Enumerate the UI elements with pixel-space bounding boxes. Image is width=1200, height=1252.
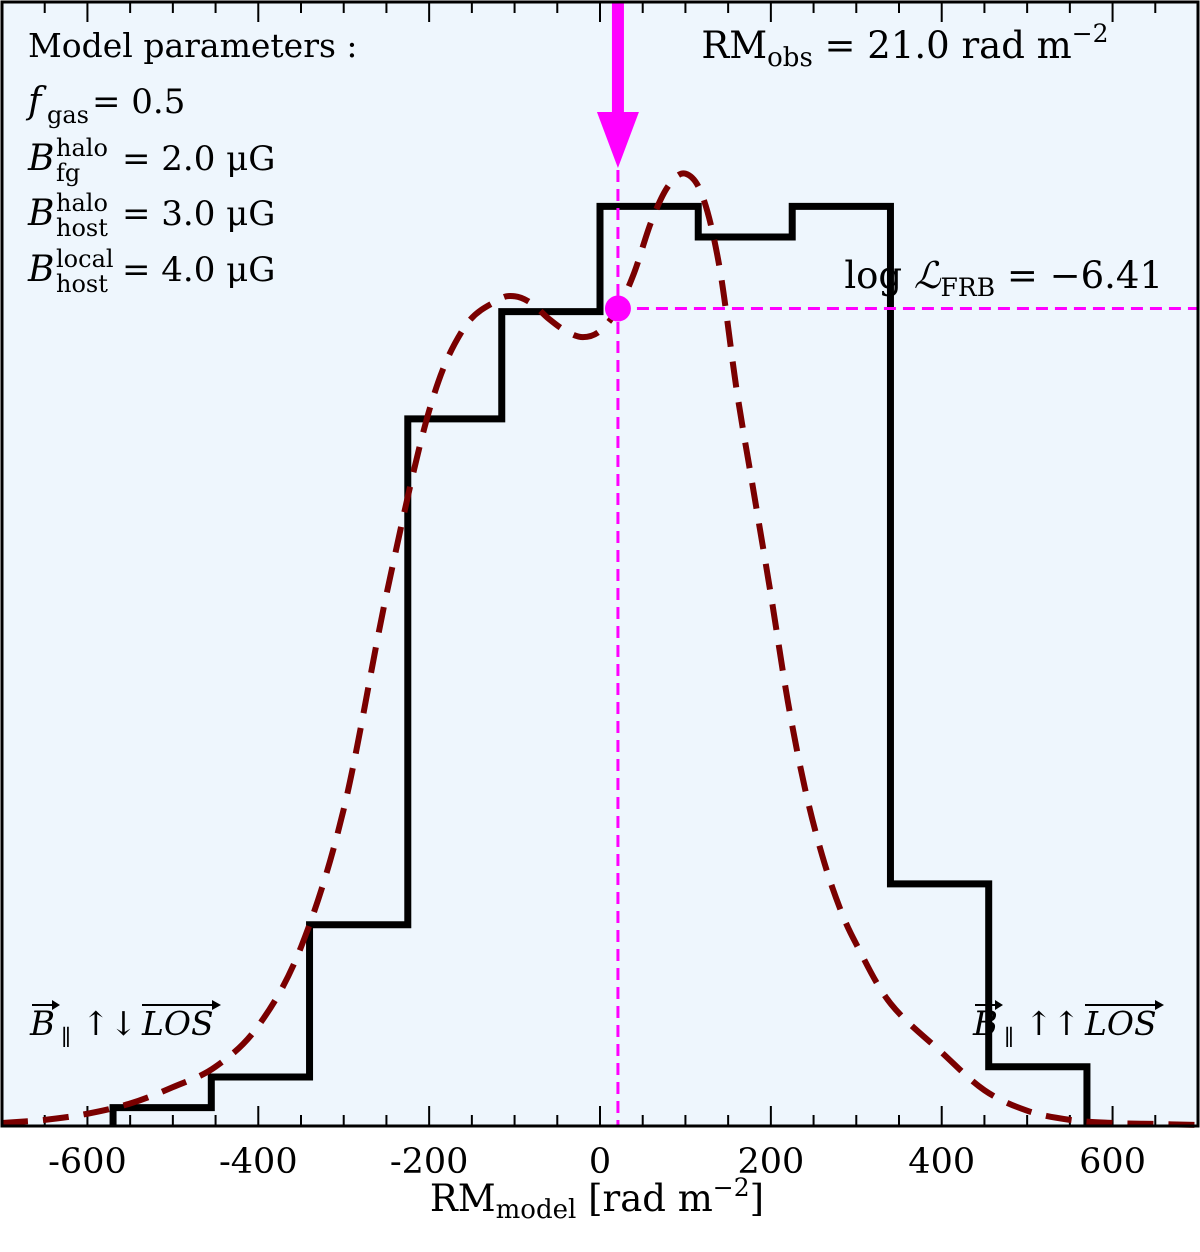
kde-layer — [1, 170, 1199, 1128]
observed-arrow-head — [596, 112, 639, 168]
parameter-subscript: fg — [56, 159, 80, 187]
observed-point — [604, 295, 631, 322]
los-symbol: LOS — [141, 1004, 214, 1043]
plot-background — [2, 2, 1198, 1126]
rm-obs-exp: −2 — [1072, 19, 1109, 48]
annotation-aligned: B ∥ ↑↑ LOS — [972, 1000, 1164, 1051]
parameter-value: = 4.0 μG — [122, 250, 275, 290]
text-layer: RMobs = 21.0 rad m−2 log ℒFRB = −6.41 Mode… — [25, 19, 1164, 1051]
parameter-subscript: host — [56, 214, 108, 242]
parameter-value: = 0.5 — [92, 82, 185, 122]
histogram-bar — [310, 925, 408, 1126]
x-axis-label: RMmodel [rad m−2] — [430, 1173, 764, 1225]
x-axis-label-close: ] — [750, 1177, 764, 1220]
histogram-bar — [408, 419, 502, 1126]
plot-frame — [0, 0, 1200, 1128]
x-axis-label-units: [rad m — [576, 1177, 712, 1220]
los-vector-arrowhead — [1155, 1000, 1164, 1010]
parallel-subscript: ∥ — [61, 1026, 71, 1051]
annotation-anti-aligned: B ∥ ↑↓ LOS — [29, 1000, 221, 1051]
b-field-symbol: B — [972, 1004, 998, 1044]
parameter-subscript: gas — [47, 101, 89, 129]
rm-obs-main: RM — [701, 24, 767, 67]
kde-curve — [1, 170, 1199, 1128]
histogram-bar — [113, 1108, 211, 1126]
likelihood-sub: FRB — [941, 273, 996, 302]
b-field-symbol: B — [29, 1004, 55, 1044]
x-tick-label: 400 — [908, 1142, 975, 1182]
x-tick-label: 600 — [1079, 1142, 1146, 1182]
los-vector-arrowhead — [212, 1000, 221, 1010]
histogram-outline — [109, 202, 1091, 1126]
x-tick-label: -400 — [219, 1142, 298, 1182]
histogram-bar — [792, 206, 890, 1126]
rm-obs-label: RMobs = 21.0 rad m−2 — [701, 19, 1108, 73]
parameter-superscript: halo — [56, 134, 108, 162]
parameter-superscript: halo — [56, 189, 108, 217]
histogram-bar — [502, 312, 600, 1126]
vector-arrowhead — [52, 1000, 60, 1010]
parameter-value: = 2.0 μG — [122, 139, 275, 179]
parameter-symbol: B — [27, 249, 54, 290]
histogram-bar — [698, 237, 792, 1126]
x-tick-label: 200 — [737, 1142, 804, 1182]
x-axis-ticks — [1, 2, 1199, 1126]
histogram-bar — [600, 206, 698, 1126]
histogram-layer — [109, 202, 1091, 1126]
parameter-symbol: B — [27, 193, 54, 234]
likelihood-value: = −6.41 — [995, 254, 1163, 297]
parameter-symbol: B — [27, 138, 54, 179]
los-symbol: LOS — [1084, 1004, 1157, 1043]
histogram-bar — [989, 1067, 1087, 1126]
alignment-arrows: ↑↓ — [82, 1004, 137, 1043]
likelihood-symbol: ℒ — [914, 254, 942, 297]
rm-obs-rest: = 21.0 rad m — [813, 24, 1072, 67]
x-tick-labels: -600 -400 -200 0 200 400 600 RMmodel [rad m−2] — [48, 1142, 1146, 1225]
rm-obs-sub: obs — [767, 43, 813, 73]
observed-layer — [596, 2, 1198, 1126]
likelihood-label: log ℒFRB = −6.41 — [844, 254, 1163, 302]
parameter-superscript: local — [56, 245, 114, 273]
x-tick-label: -600 — [48, 1142, 127, 1182]
histogram-bar — [211, 1077, 309, 1126]
alignment-arrows: ↑↑ — [1025, 1004, 1080, 1043]
x-axis-label-exp: −2 — [713, 1173, 750, 1202]
parameters-title: Model parameters : — [28, 26, 358, 65]
likelihood-prefix: log — [844, 254, 914, 297]
parameter-row: f gas = 0.5 — [25, 81, 185, 129]
vector-arrowhead — [995, 1000, 1003, 1010]
x-tick-label: -200 — [390, 1142, 469, 1182]
x-tick-label: 0 — [589, 1142, 611, 1182]
parallel-subscript: ∥ — [1004, 1026, 1014, 1051]
x-axis-label-main: RM — [430, 1177, 496, 1220]
parameter-value: = 3.0 μG — [122, 194, 275, 234]
observed-arrow-shaft — [611, 2, 624, 114]
parameter-subscript: host — [56, 270, 108, 298]
x-axis-label-sub: model — [496, 1195, 577, 1225]
